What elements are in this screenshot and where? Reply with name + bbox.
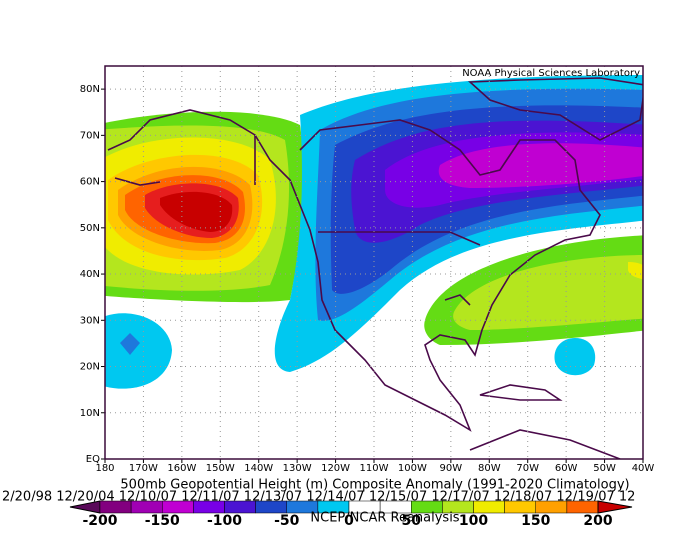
lat-label: 80N (80, 84, 100, 95)
lon-label: 40W (632, 463, 655, 474)
lon-label: 110W (360, 463, 389, 474)
colorbar: -200 -150 -100 -50 0 50 100 150 200 (69, 500, 633, 529)
lon-label: 70W (516, 463, 539, 474)
lon-label: 50W (593, 463, 616, 474)
source: NCEP/NCAR Reanalysis (310, 511, 459, 526)
colorbar-tick-label: -100 (207, 513, 242, 529)
contour-fill (160, 191, 233, 232)
contour-fill (438, 143, 643, 188)
contour-fill (338, 239, 352, 269)
colorbar-tick-label: -50 (274, 513, 300, 529)
colorbar-segment (473, 500, 505, 514)
lon-label: 160W (167, 463, 196, 474)
credit: NOAA Physical Sciences Laboratory (462, 68, 640, 79)
contour-fill (105, 313, 172, 389)
coastline (107, 77, 643, 459)
colorbar-tick-label: -200 (82, 513, 117, 529)
colorbar-segment (224, 500, 256, 514)
colorbar-tick-label: 100 (459, 513, 488, 529)
lon-label: 140W (244, 463, 273, 474)
contour-fill (628, 262, 643, 280)
colorbar-tick-label: 200 (583, 513, 612, 529)
lon-label: 170W (129, 463, 158, 474)
lat-label: 60N (80, 177, 100, 188)
colorbar-segment (504, 500, 536, 514)
lat-label: EQ (86, 454, 100, 465)
lon-label: 100W (398, 463, 427, 474)
lon-label: 130W (283, 463, 312, 474)
lat-label: 70N (80, 130, 100, 141)
lon-label: 180 (95, 463, 114, 474)
lat-label: 30N (80, 315, 100, 326)
lon-label: 80W (478, 463, 501, 474)
lat-label: 10N (80, 408, 100, 419)
contour-fill (554, 338, 596, 376)
anomaly-field (105, 75, 643, 459)
colorbar-segment (130, 500, 163, 514)
map-frame (104, 65, 644, 460)
colorbar-tick-label: 50 (402, 513, 422, 529)
colorbar-tick-label: -150 (145, 513, 180, 529)
lon-label: 150W (206, 463, 235, 474)
colorbar-tick-label: 150 (521, 513, 550, 529)
lon-label: 90W (440, 463, 463, 474)
colorbar-segment (255, 500, 287, 514)
lat-label: 50N (80, 223, 100, 234)
colorbar-segment (99, 500, 132, 514)
colorbar-tick-label: 0 (344, 513, 354, 529)
lon-label: 60W (555, 463, 578, 474)
colorbar-segment (566, 500, 599, 514)
colorbar-segment (162, 500, 194, 514)
colorbar-segment (535, 500, 568, 514)
lat-label: 40N (80, 269, 100, 280)
lon-label: 120W (321, 463, 350, 474)
colorbar-end (597, 500, 633, 514)
map-title: 500mb Geopotential Height (m) Composite … (120, 478, 629, 493)
lat-label: 20N (80, 362, 100, 373)
contour-fill (120, 333, 140, 355)
colorbar-segment (193, 500, 225, 514)
